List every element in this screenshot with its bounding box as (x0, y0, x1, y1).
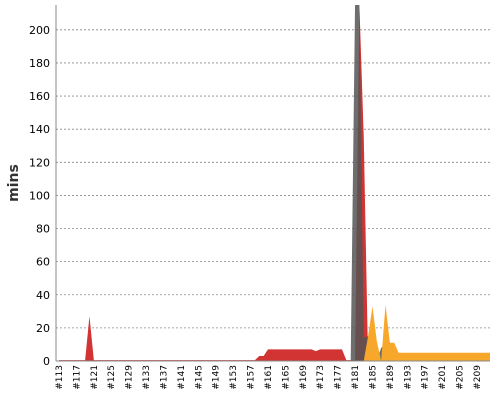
y-tick-label: 120 (29, 156, 50, 169)
x-tick-label: #133 (142, 365, 152, 390)
plot-area (59, 5, 490, 361)
y-tick-label: 140 (29, 123, 50, 136)
series-area-gray (59, 5, 490, 361)
x-tick-label: #185 (368, 365, 378, 390)
x-tick-label: #197 (421, 365, 431, 390)
x-tick-label: #137 (159, 365, 169, 390)
x-tick-label: #145 (194, 365, 204, 390)
x-tick-label: #149 (212, 365, 222, 390)
y-tick-label: 80 (36, 223, 50, 236)
axes (55, 5, 490, 362)
y-tick-label: 200 (29, 24, 50, 37)
x-tick-label: #121 (90, 365, 100, 390)
x-tick-label: #165 (281, 365, 291, 390)
y-tick-label: 20 (36, 322, 50, 335)
y-tick-label: 160 (29, 90, 50, 103)
y-tick-labels: 0 20 40 60 80 100 120 140 160 180 200 (29, 24, 50, 368)
x-tick-label: #181 (351, 365, 361, 390)
y-tick-label: 40 (36, 289, 50, 302)
x-tick-label: #177 (334, 365, 344, 390)
x-tick-label: #117 (72, 365, 82, 390)
series-area-orange (59, 304, 490, 361)
x-tick-label: #157 (247, 365, 257, 390)
series-area-red (59, 5, 490, 361)
x-tick-label: #129 (125, 365, 135, 390)
y-tick-label: 100 (29, 189, 50, 202)
y-axis-label: mins (6, 164, 22, 202)
x-tick-label: #113 (55, 365, 65, 390)
y-tick-label: 0 (43, 355, 50, 368)
x-tick-label: #125 (107, 365, 117, 390)
x-tick-label: #189 (386, 365, 396, 390)
x-tick-label: #153 (229, 365, 239, 390)
x-tick-label: #209 (473, 365, 483, 390)
x-tick-label: #169 (299, 365, 309, 390)
x-tick-label: #161 (264, 365, 274, 390)
x-tick-label: #193 (403, 365, 413, 390)
y-tick-label: 60 (36, 256, 50, 269)
y-tick-label: 180 (29, 57, 50, 70)
grid-lines (56, 29, 490, 329)
x-tick-label: #205 (456, 365, 466, 390)
x-tick-label: #201 (438, 365, 448, 390)
x-tick-labels: #113 #117 #121 #125 #129 #133 #137 #141 #145 #149… (55, 365, 483, 390)
x-tick-label: #141 (177, 365, 187, 390)
x-tick-label: #173 (316, 365, 326, 390)
